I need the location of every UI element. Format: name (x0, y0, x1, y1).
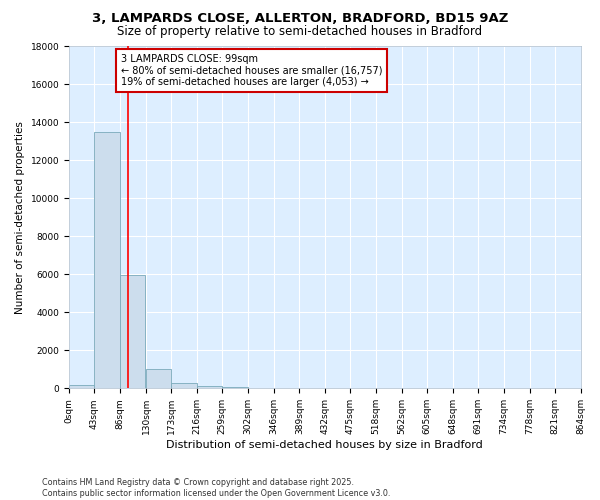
Text: 3, LAMPARDS CLOSE, ALLERTON, BRADFORD, BD15 9AZ: 3, LAMPARDS CLOSE, ALLERTON, BRADFORD, B… (92, 12, 508, 26)
Text: Size of property relative to semi-detached houses in Bradford: Size of property relative to semi-detach… (118, 25, 482, 38)
Bar (69, 385, 94, 388)
Bar (172, 382, 197, 388)
Bar (146, 370, 172, 388)
Y-axis label: Number of semi-detached properties: Number of semi-detached properties (15, 120, 25, 314)
Bar (120, 275, 145, 388)
Bar (94, 132, 120, 388)
X-axis label: Distribution of semi-detached houses by size in Bradford: Distribution of semi-detached houses by … (166, 440, 483, 450)
Bar (197, 386, 223, 388)
Text: Contains HM Land Registry data © Crown copyright and database right 2025.
Contai: Contains HM Land Registry data © Crown c… (42, 478, 391, 498)
Text: 3 LAMPARDS CLOSE: 99sqm
← 80% of semi-detached houses are smaller (16,757)
19% o: 3 LAMPARDS CLOSE: 99sqm ← 80% of semi-de… (121, 54, 383, 87)
